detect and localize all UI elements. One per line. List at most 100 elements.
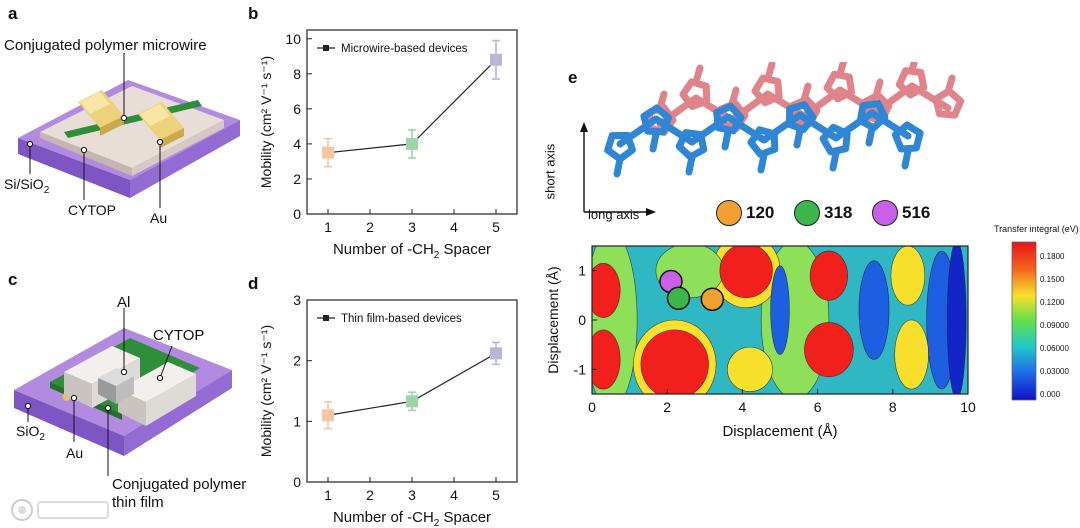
molecule-blue-sidechain [613, 155, 624, 178]
molecule-blue-sidechain [757, 151, 768, 174]
heatmap-contour-region [592, 329, 621, 390]
d-ytick-label: 3 [293, 292, 301, 308]
panel-c-device-illustration [14, 308, 232, 476]
heatmap-contour-region [727, 346, 773, 392]
colorbar-tick-label: 0.000 [1040, 390, 1061, 399]
marker-label-120: 120 [746, 203, 775, 222]
d-xtick-label: 2 [366, 487, 374, 503]
b-point-2 [406, 137, 418, 150]
heatmap-xtick-label: 6 [814, 399, 822, 415]
molecule-blue-ring [785, 101, 817, 133]
panel-c-substrate-sub: 2 [39, 431, 45, 443]
molecule-blue-sidechain [721, 128, 732, 151]
molecule-pink-sidechain [836, 62, 848, 78]
watermark-logo [11, 499, 109, 521]
molecule-pink-sidechain [656, 90, 668, 112]
b-ytick-label: 10 [285, 31, 301, 47]
panel-a-substrate-main: Si/SiO [4, 176, 44, 192]
panel-e-long-axis-label: long axis [588, 207, 640, 222]
molecule-pink-sidechain [764, 62, 776, 82]
heatmap-contour-region [770, 265, 790, 355]
marker-swatch-318 [794, 200, 820, 226]
colorbar-tick-label: 0.1800 [1040, 252, 1065, 261]
molecule-blue-ring [640, 104, 673, 136]
d-ytick-label: 0 [293, 474, 301, 490]
panel-c-cytop-label: CYTOP [153, 327, 205, 344]
d-legend-marker [323, 315, 329, 321]
b-point-1 [322, 146, 334, 159]
colorbar-title: Transfer integral (eV) [994, 224, 1079, 234]
d-legend: Thin film-based devices [317, 313, 462, 325]
molecule-blue-ring [891, 121, 924, 153]
d-xtick-label: 5 [492, 487, 500, 503]
b-ylabel: Mobility (cm² V⁻¹ s⁻¹) [258, 56, 274, 188]
molecule-pink-ring [679, 78, 711, 110]
molecule-blue-sidechain [793, 126, 804, 149]
heatmap-ytick-label: -1 [574, 361, 587, 377]
panel-a-au-label: Au [150, 210, 168, 226]
molecule-pink-sidechain [692, 64, 704, 86]
marker-legend-item-120: 120 [716, 200, 774, 226]
b-xlabel: Number of -CH2 Spacer [333, 241, 491, 260]
b-ytick-label: 8 [293, 66, 301, 82]
molecule-blue-ring [856, 100, 889, 132]
heatmap-xtick-label: 10 [960, 399, 976, 415]
panel-c-film-label-line2: thin film [112, 494, 164, 511]
colorbar: 0.1800 0.1500 0.1200 0.09000 0.06000 0.03000 0… [1011, 241, 1069, 401]
marker-legend-item-318: 318 [794, 200, 852, 226]
marker-swatch-516 [872, 200, 898, 226]
molecule-blue-sidechain [865, 124, 876, 147]
d-ytick-label: 2 [293, 353, 301, 369]
panel-c-al-label: Al [117, 294, 131, 311]
marker-label-516: 516 [902, 203, 931, 222]
marker-swatch-120 [716, 200, 742, 226]
d-point-1 [322, 409, 334, 422]
molecule-pink-ring [823, 70, 855, 103]
chart-b: 1 2 3 4 5 0 2 4 6 8 10 Number of -CH2 Spacer Mobilit… [258, 29, 518, 260]
panel-a-device-illustration [18, 53, 240, 208]
d-xtick-label: 3 [408, 487, 416, 503]
heatmap-contour-region [947, 246, 967, 394]
heatmap-contour-region [804, 322, 854, 378]
panel-a-substrate-sub: 2 [43, 184, 50, 196]
d-xtick-label: 4 [450, 487, 458, 503]
molecule-blue-sidechain [649, 130, 660, 153]
d-ylabel: Mobility (cm² V⁻¹ s⁻¹) [258, 325, 274, 457]
panel-c-au-label: Au [66, 445, 84, 461]
panel-c-letter: c [8, 270, 18, 289]
molecule-blue-sidechain [829, 149, 840, 172]
molecule-pink-ring [932, 87, 965, 119]
d-xtick-label: 1 [324, 487, 332, 503]
colorbar-tick-label: 0.1500 [1040, 275, 1065, 284]
panel-c-substrate-main: SiO [16, 423, 40, 439]
molecule-blue-sidechain [685, 153, 696, 176]
heatmap-marker-120 [700, 287, 725, 312]
heatmap-xtick-label: 2 [663, 399, 671, 415]
heatmap-xlabel: Displacement (Å) [722, 423, 837, 440]
molecule-pink-ring [895, 67, 928, 99]
marker-legend-item-516: 516 [872, 200, 930, 226]
d-plot-frame [306, 299, 518, 483]
b-legend-label: Microwire-based devices [341, 43, 468, 55]
heatmap-contour-region [640, 329, 709, 394]
b-plot-frame [306, 29, 518, 215]
molecule-blue-ring [747, 126, 779, 158]
molecule-pink-sidechain [872, 78, 884, 100]
b-point-3 [490, 53, 502, 66]
panel-c-substrate-label: SiO2 [16, 423, 45, 443]
molecule-pink-sidechain [800, 82, 812, 104]
b-legend-marker [323, 45, 329, 51]
heatmap-ylabel: Displacement (Å) [545, 266, 561, 373]
d-legend-label: Thin film-based devices [341, 313, 462, 325]
panel-a-wire-label: Conjugated polymer microwire [4, 37, 207, 54]
d-xlabel: Number of -CH2 Spacer [333, 509, 491, 528]
b-ytick-label: 4 [293, 136, 301, 152]
panel-a-letter: a [8, 4, 18, 23]
panel-e-axis-arrows [580, 122, 656, 216]
d-ytick-label: 1 [293, 413, 301, 429]
heatmap-xtick-label: 4 [739, 399, 747, 415]
d-point-3 [490, 347, 502, 360]
b-xtick-label: 4 [450, 219, 458, 235]
molecule-pink-ring [751, 74, 783, 107]
